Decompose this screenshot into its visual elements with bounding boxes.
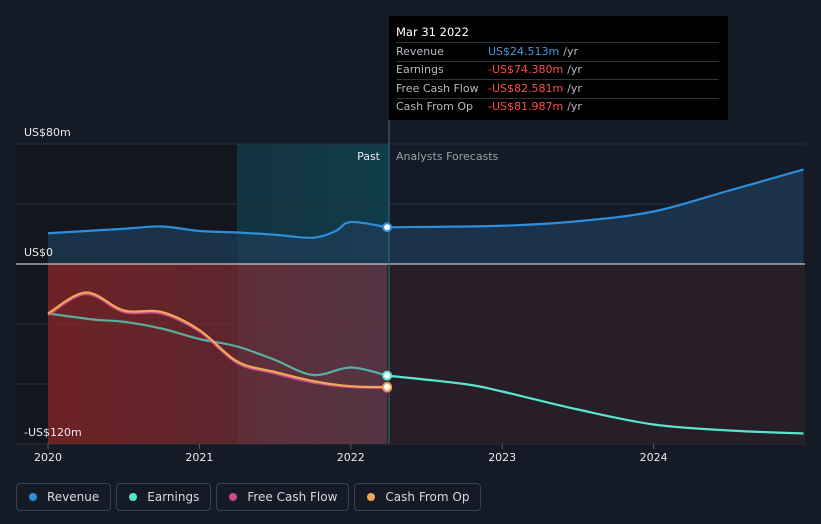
- tooltip-row-cash-from-op: Cash From Op -US$81.987m /yr: [396, 97, 719, 117]
- legend-item-revenue[interactable]: Revenue: [16, 483, 112, 511]
- tooltip-label: Cash From Op: [396, 100, 474, 114]
- legend-dot-icon: [229, 493, 238, 501]
- x-tick-label: 2024: [640, 451, 668, 464]
- forecast-label: Analysts Forecasts: [396, 150, 499, 163]
- x-tick-label: 2020: [34, 451, 62, 464]
- past-negative-area: [48, 264, 388, 444]
- revenue-forecast-line: [387, 168, 804, 229]
- past-label: Past: [357, 150, 381, 163]
- y-label-top: US$80m: [24, 126, 71, 139]
- x-tick-label: 2023: [488, 451, 516, 464]
- legend-dot-icon: [367, 493, 376, 501]
- legend-item-cash-from-op[interactable]: Cash From Op: [354, 483, 482, 511]
- legend-item-earnings[interactable]: Earnings: [116, 483, 212, 511]
- tooltip-label: Revenue: [396, 44, 444, 58]
- legend: Revenue Earnings Free Cash Flow Cash Fro…: [16, 483, 486, 511]
- tooltip-value: -US$74.380m: [488, 63, 564, 77]
- tooltip-label: Free Cash Flow: [396, 81, 479, 95]
- earnings-line: [47, 312, 388, 377]
- earnings-forecast-line: [387, 374, 804, 435]
- revenue-line: [47, 220, 388, 239]
- cash-from-op-marker: [382, 382, 393, 392]
- tooltip-unit: /yr: [567, 100, 582, 114]
- tooltip-row-earnings: Earnings -US$74.380m /yr: [396, 60, 719, 80]
- legend-label: Revenue: [47, 490, 100, 504]
- tooltip-value: US$24.513m: [488, 44, 560, 58]
- x-tick-label: 2021: [185, 451, 213, 464]
- cash-from-op-line: [47, 291, 388, 389]
- tooltip-value: -US$81.987m: [488, 100, 564, 114]
- legend-label: Cash From Op: [385, 490, 470, 504]
- y-label-zero: US$0: [24, 246, 53, 259]
- tooltip-date: Mar 31 2022: [396, 25, 469, 39]
- tooltip-unit: /yr: [567, 81, 582, 95]
- tooltip-label: Earnings: [396, 63, 444, 77]
- legend-item-free-cash-flow[interactable]: Free Cash Flow: [216, 483, 350, 511]
- marker-dots: [382, 222, 393, 393]
- tooltip-row-free-cash-flow: Free Cash Flow -US$82.581m /yr: [396, 79, 719, 98]
- earnings-marker: [382, 370, 393, 381]
- tooltip-value: -US$82.581m: [488, 81, 564, 95]
- legend-label: Earnings: [147, 490, 200, 504]
- forecast-negative-area: [387, 264, 805, 444]
- tooltip: Mar 31 2022 Revenue US$24.513m /yr Earni…: [389, 16, 728, 120]
- legend-dot-icon: [129, 493, 138, 501]
- tooltip-unit: /yr: [567, 63, 582, 77]
- x-axis: 2020 2021 2022 2023 2024: [34, 444, 668, 464]
- series-lines: [47, 168, 804, 435]
- y-label-bottom: -US$120m: [24, 426, 82, 439]
- tooltip-unit: /yr: [563, 44, 578, 58]
- x-tick-label: 2022: [337, 451, 365, 464]
- free-cash-flow-line: [47, 292, 388, 389]
- revenue-area: [48, 169, 804, 264]
- legend-dot-icon: [29, 493, 37, 501]
- legend-label: Free Cash Flow: [247, 490, 338, 504]
- revenue-marker: [382, 222, 393, 233]
- tooltip-row-revenue: Revenue US$24.513m /yr: [396, 42, 719, 61]
